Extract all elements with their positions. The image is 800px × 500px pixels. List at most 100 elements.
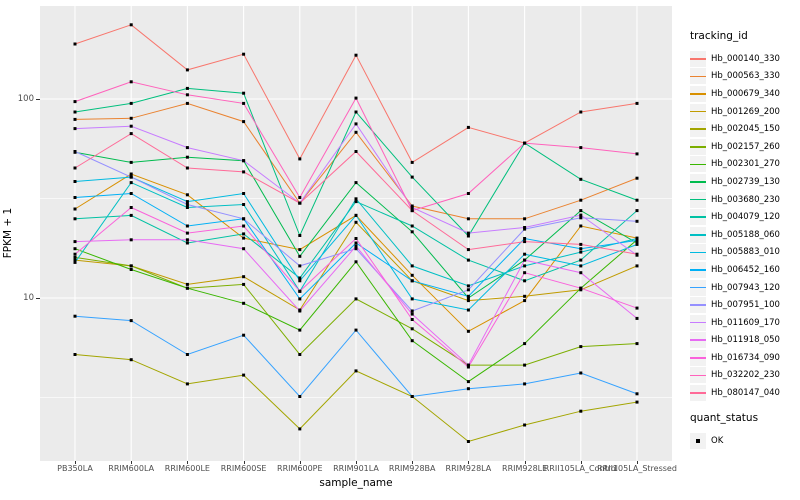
data-point [579, 271, 583, 275]
legend-title-quant-status: quant_status [690, 411, 759, 424]
data-point [523, 423, 527, 427]
data-point [242, 232, 246, 236]
data-point [466, 296, 470, 300]
legend-key-swatch [690, 209, 706, 226]
legend-key-swatch [690, 50, 706, 67]
legend-key-line-icon [690, 216, 706, 218]
x-tick-mark [412, 461, 414, 464]
legend-item-label: Hb_002739_130 [711, 176, 780, 187]
legend-key-swatch [690, 385, 706, 402]
data-point [242, 247, 246, 251]
data-point [298, 353, 302, 356]
legend-item-label: Hb_080147_040 [711, 388, 780, 399]
legend-key-swatch [690, 279, 706, 296]
data-point [410, 160, 414, 164]
legend-item: Hb_007943_120 [690, 279, 800, 297]
legend-item-label: Hb_007951_100 [711, 300, 780, 311]
data-point [242, 159, 246, 163]
quant-status-legend: quant_status OK [690, 412, 800, 450]
data-point [129, 23, 133, 27]
legend-item-label: Hb_000679_340 [711, 88, 780, 99]
legend-key-swatch [690, 349, 706, 366]
data-point [129, 268, 133, 271]
data-point [354, 369, 358, 373]
data-point [73, 196, 77, 199]
legend-item-label: Hb_032202_230 [711, 370, 780, 381]
data-point [579, 345, 583, 349]
data-point [523, 264, 527, 268]
black-square-marker [696, 438, 700, 443]
legend: tracking_id Hb_000140_330 Hb_000563_330 Hb… [690, 30, 800, 449]
data-point [73, 255, 77, 259]
data-point [129, 124, 133, 128]
data-point [242, 192, 246, 195]
legend-key-line-icon [690, 251, 706, 254]
x-tick-label: RRIM928LA [445, 464, 492, 473]
data-point [523, 237, 527, 240]
legend-item: Hb_002045_150 [690, 120, 800, 138]
legend-item: Hb_016734_090 [690, 349, 800, 367]
y-axis-title: FPKM + 1 [2, 207, 14, 259]
legend-item: Hb_032202_230 [690, 367, 800, 385]
data-point [579, 250, 583, 254]
data-point [242, 52, 246, 56]
data-point [635, 316, 639, 320]
data-point [242, 224, 246, 228]
legend-item: Hb_000140_330 [690, 50, 800, 68]
data-point [410, 175, 414, 179]
data-point [579, 258, 583, 262]
data-point [185, 382, 189, 386]
legend-key-line-icon [690, 269, 706, 271]
legend-key-line-icon [690, 110, 706, 113]
data-point [579, 242, 583, 246]
data-point [410, 264, 414, 268]
legend-item-ok: OK [690, 432, 800, 450]
legend-item-label: Hb_002157_260 [711, 141, 780, 152]
data-point [129, 116, 133, 120]
data-point [635, 152, 639, 156]
data-point [185, 353, 189, 356]
data-point [523, 227, 527, 231]
data-point [242, 101, 246, 105]
data-point [298, 264, 302, 268]
data-point [298, 157, 302, 161]
data-point [410, 209, 414, 213]
data-point [523, 240, 527, 244]
data-point [354, 247, 358, 251]
data-point [635, 101, 639, 105]
data-point [242, 373, 246, 377]
data-point [466, 284, 470, 288]
y-tick-label-100: 100 [17, 94, 34, 104]
data-point [298, 427, 302, 431]
legend-key-line-icon [690, 163, 706, 166]
legend-key-line-icon [690, 339, 706, 342]
data-point [298, 289, 302, 293]
data-point [466, 387, 470, 391]
data-point [242, 120, 246, 124]
data-point [298, 248, 302, 252]
data-point [129, 175, 133, 179]
data-point [466, 258, 470, 262]
x-tick-mark [356, 461, 357, 464]
data-point [129, 160, 133, 164]
legend-item: Hb_011609_170 [690, 314, 800, 332]
data-point [185, 155, 189, 159]
data-point [523, 252, 527, 256]
data-point [298, 309, 302, 313]
data-point [354, 150, 358, 153]
data-point [523, 217, 527, 221]
y-tick-mark [36, 298, 40, 299]
data-point [242, 275, 246, 279]
legend-key-swatch [690, 244, 706, 261]
data-point [466, 365, 470, 369]
legend-item-label: Hb_005883_010 [711, 247, 780, 258]
data-point [354, 96, 358, 100]
data-point [298, 201, 302, 205]
legend-item: Hb_002301_270 [690, 156, 800, 174]
data-point [73, 127, 77, 131]
y-tick-mark [36, 99, 40, 100]
data-point [185, 282, 189, 286]
legend-key-line-icon [690, 392, 706, 394]
legend-key-swatch [690, 191, 706, 208]
